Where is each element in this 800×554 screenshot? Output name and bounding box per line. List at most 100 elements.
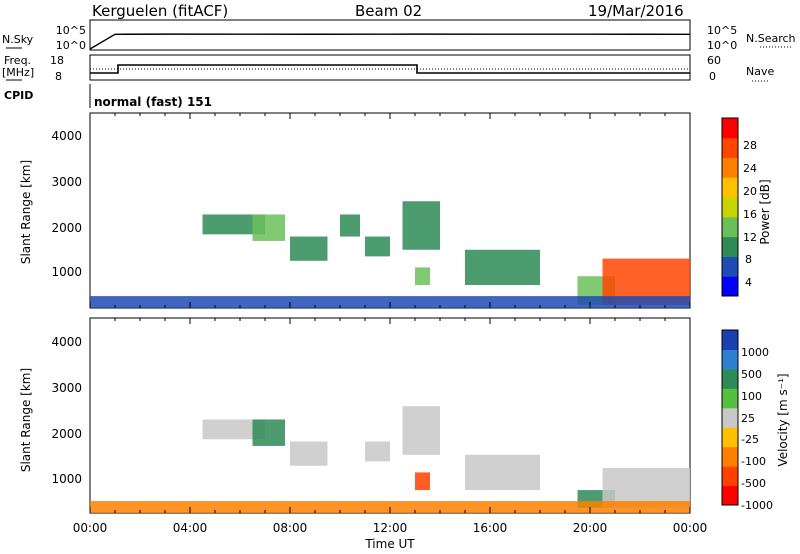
velocity-ticks: [89, 318, 691, 513]
power-cell-3: [340, 214, 360, 237]
velocity-cells: [90, 406, 690, 513]
velocity-cbar-band-1: [722, 466, 738, 487]
nsearch-tick-top: 10^5: [707, 24, 737, 37]
mode-text: normal (fast) 151: [94, 95, 212, 109]
xtick-0400: 04:00: [173, 521, 208, 535]
power-cbar-tick-24: 24: [743, 162, 757, 175]
velocity-cell-3: [365, 441, 390, 462]
velocity-ytick-1000: 1000: [51, 472, 82, 486]
xtick-0800: 08:00: [273, 521, 308, 535]
vel-cbar-tick-500: 500: [741, 368, 762, 381]
freq-label-line2: [MHz]: [2, 66, 34, 79]
nave-label: Nave: [746, 65, 774, 78]
freq-trace: [90, 64, 690, 74]
cpid-label: CPID: [4, 89, 33, 102]
freq-tick-top: 18: [50, 54, 64, 67]
beam-title: Beam 02: [355, 2, 422, 20]
power-cbar-band-5: [722, 177, 738, 198]
nsky-panel-frame: [89, 19, 691, 51]
velocity-cell-0: [202, 419, 265, 440]
power-cell-5: [402, 201, 440, 250]
power-cbar-band-3: [722, 216, 738, 238]
power-colorbar-label: Power [dB]: [758, 179, 772, 244]
power-cbar-tick-28: 28: [743, 139, 757, 152]
power-ytick-1000: 1000: [51, 265, 82, 279]
power-cell-0: [202, 214, 265, 235]
power-cbar-band-4: [722, 197, 738, 218]
nsky-trace: [89, 33, 691, 50]
velocity-cell-5: [415, 472, 430, 491]
nsearch-label: N.Search: [746, 32, 796, 45]
vel-cbar-tick-m1000: -1000: [741, 499, 773, 512]
velocity-ytick-4000: 4000: [51, 335, 82, 349]
velocity-panel-frame: [89, 317, 691, 514]
power-cbar-tick-12: 12: [743, 231, 757, 244]
power-ytick-2000: 2000: [51, 221, 82, 235]
power-cbar-tick-20: 20: [743, 185, 757, 198]
power-cell-2: [290, 236, 328, 261]
velocity-cbar-band-4: [722, 407, 738, 428]
nsky-label: N.Sky: [2, 33, 34, 46]
vel-cbar-tick-m500: -500: [741, 477, 766, 490]
power-cell-1: [252, 214, 285, 241]
freq-panel-frame: [89, 54, 691, 81]
power-cbar-band-6: [722, 157, 738, 178]
power-cbar-band-0: [722, 276, 738, 297]
nave-tick-bottom: 0: [709, 70, 716, 83]
power-colorbar: [721, 117, 739, 297]
velocity-cbar-band-8: [722, 330, 738, 350]
xtick-2400: 00:00: [673, 521, 708, 535]
velocity-cell-2: [290, 441, 328, 466]
vel-cbar-tick-25: 25: [741, 412, 755, 425]
power-cbar-tick-16: 16: [743, 208, 757, 221]
xtick-2000: 20:00: [573, 521, 608, 535]
velocity-cell-6: [465, 454, 540, 491]
velocity-ytick-3000: 3000: [51, 381, 82, 395]
xtick-1200: 12:00: [373, 521, 408, 535]
power-cbar-tick-4: 4: [745, 276, 752, 289]
velocity-ylabel: Slant Range [km]: [19, 368, 33, 472]
power-cbar-frame: [721, 117, 739, 297]
nsky-line: [89, 33, 691, 50]
xtick-1600: 16:00: [473, 521, 508, 535]
power-cbar-band-8: [722, 118, 738, 139]
power-cbar-tick-8: 8: [745, 253, 752, 266]
xtick-0000: 00:00: [73, 521, 108, 535]
power-cells: [90, 201, 690, 308]
power-ytick-3000: 3000: [51, 175, 82, 189]
freq-label-line1: Freq.: [4, 54, 31, 67]
nsky-tick-bottom: 10^0: [56, 39, 86, 52]
power-ytick-4000: 4000: [51, 129, 82, 143]
nave-tick-top: 60: [707, 54, 721, 67]
velocity-colorbar: [721, 329, 739, 506]
velocity-ytick-2000: 2000: [51, 427, 82, 441]
vel-cbar-tick-m25: -25: [741, 433, 759, 446]
power-cbar-band-7: [722, 137, 738, 159]
power-cell-7: [465, 249, 540, 286]
velocity-cbar-band-2: [722, 446, 738, 467]
velocity-cbar-band-7: [722, 349, 738, 370]
vel-cbar-tick-1000: 1000: [741, 346, 769, 359]
power-ticks: [89, 113, 691, 308]
nsky-tick-top: 10^5: [56, 24, 86, 37]
velocity-cell-4: [402, 406, 440, 455]
power-ylabel: Slant Range [km]: [19, 160, 33, 264]
vel-cbar-tick-100: 100: [741, 390, 762, 403]
power-cell-6: [415, 267, 430, 286]
nsearch-tick-bottom: 10^0: [707, 39, 737, 52]
power-cbar-band-1: [722, 256, 738, 277]
velocity-cbar-band-0: [722, 485, 738, 506]
velocity-cell-1: [252, 419, 285, 446]
velocity-cbar-frame: [721, 329, 739, 506]
velocity-colorbar-label: Velocity [m s⁻¹]: [776, 373, 790, 466]
date-title: 19/Mar/2016: [588, 2, 684, 20]
velocity-cbar-band-6: [722, 368, 738, 389]
velocity-cbar-band-5: [722, 388, 738, 409]
freq-tick-bottom: 8: [55, 70, 62, 83]
velocity-cbar-band-3: [722, 427, 738, 448]
station-title: Kerguelen (fitACF): [92, 2, 228, 20]
vel-cbar-tick-m100: -100: [741, 455, 766, 468]
power-cell-4: [365, 236, 390, 257]
power-cbar-band-2: [722, 236, 738, 257]
